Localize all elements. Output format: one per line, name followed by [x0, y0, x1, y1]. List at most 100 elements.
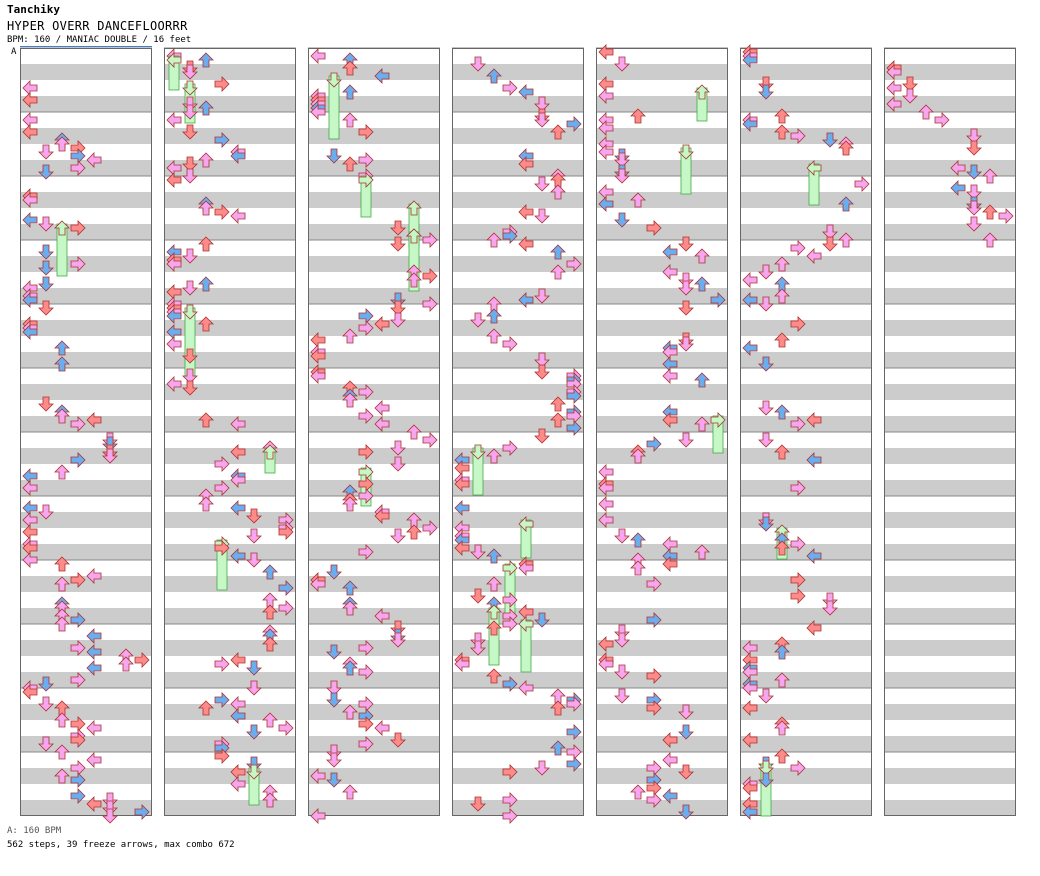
step-arrow — [134, 652, 150, 668]
freeze-head-arrow — [182, 80, 198, 96]
beat-stripe — [884, 512, 1016, 528]
step-arrow — [902, 76, 918, 92]
step-arrow — [614, 624, 630, 640]
step-arrow — [646, 436, 662, 452]
beat-stripe — [452, 544, 584, 560]
beat-stripe — [596, 224, 728, 240]
step-arrow — [566, 256, 582, 272]
step-arrow — [454, 476, 470, 492]
step-arrow — [182, 168, 198, 184]
beat-stripe — [20, 544, 152, 560]
step-arrow — [102, 792, 118, 808]
step-arrow — [198, 100, 214, 116]
step-arrow — [246, 508, 262, 524]
step-arrow — [518, 84, 534, 100]
step-arrow — [742, 340, 758, 356]
step-arrow — [38, 696, 54, 712]
step-arrow — [502, 616, 518, 632]
step-arrow — [374, 416, 390, 432]
step-arrow — [54, 340, 70, 356]
beat-stripe — [596, 768, 728, 784]
step-arrow — [774, 332, 790, 348]
step-arrow — [950, 180, 966, 196]
step-arrow — [278, 580, 294, 596]
step-arrow — [54, 768, 70, 784]
section-marker: A — [11, 47, 17, 57]
step-arrow — [982, 168, 998, 184]
step-arrow — [358, 152, 374, 168]
freeze-head-arrow — [358, 172, 374, 188]
step-arrow — [774, 124, 790, 140]
freeze-head-arrow — [710, 412, 726, 428]
freeze-head-arrow — [518, 616, 534, 632]
beat-stripe — [596, 352, 728, 368]
author-name: Tanchiky — [7, 3, 60, 16]
step-arrow — [534, 364, 550, 380]
step-arrow — [598, 120, 614, 136]
step-arrow — [646, 792, 662, 808]
step-arrow — [630, 560, 646, 576]
step-arrow — [502, 808, 518, 824]
step-arrow — [774, 540, 790, 556]
beat-stripe — [452, 320, 584, 336]
beat-stripe — [884, 64, 1016, 80]
step-arrow — [214, 76, 230, 92]
step-arrow — [598, 196, 614, 212]
beat-stripe — [596, 704, 728, 720]
step-arrow — [486, 328, 502, 344]
chart-column-border — [452, 48, 584, 816]
step-arrow — [406, 524, 422, 540]
step-arrow — [390, 440, 406, 456]
step-arrow — [326, 772, 342, 788]
step-arrow — [470, 312, 486, 328]
step-arrow — [470, 56, 486, 72]
step-arrow — [742, 272, 758, 288]
step-arrow — [518, 680, 534, 696]
step-arrow — [486, 620, 502, 636]
step-arrow — [86, 412, 102, 428]
step-arrow — [486, 576, 502, 592]
beat-stripe — [740, 256, 872, 272]
step-arrow — [630, 784, 646, 800]
step-arrow — [326, 692, 342, 708]
step-arrow — [886, 96, 902, 112]
beat-stripe — [884, 480, 1016, 496]
step-arrow — [326, 644, 342, 660]
step-arrow — [758, 296, 774, 312]
step-arrow — [422, 432, 438, 448]
step-arrow — [838, 140, 854, 156]
beat-stripe — [884, 128, 1016, 144]
step-arrow — [246, 724, 262, 740]
step-arrow — [758, 400, 774, 416]
freeze-head-arrow — [806, 160, 822, 176]
beat-stripe — [164, 160, 296, 176]
bpm-legend: A: 160 BPM — [7, 826, 62, 836]
step-arrow — [262, 636, 278, 652]
step-arrow — [22, 92, 38, 108]
step-arrow — [758, 688, 774, 704]
step-arrow — [758, 264, 774, 280]
step-arrow — [358, 408, 374, 424]
beat-stripe — [452, 352, 584, 368]
step-arrow — [342, 60, 358, 76]
step-arrow — [374, 400, 390, 416]
step-arrow — [918, 104, 934, 120]
step-arrow — [310, 768, 326, 784]
step-arrow — [646, 700, 662, 716]
step-arrow — [358, 488, 374, 504]
step-arrow — [566, 420, 582, 436]
step-arrow — [614, 528, 630, 544]
info-underline — [20, 46, 152, 47]
step-arrow — [678, 280, 694, 296]
step-arrow — [758, 356, 774, 372]
step-arrow — [950, 160, 966, 176]
step-arrow — [406, 272, 422, 288]
beat-stripe — [884, 192, 1016, 208]
step-arrow — [358, 320, 374, 336]
step-arrow — [70, 220, 86, 236]
step-arrow — [422, 268, 438, 284]
step-arrow — [518, 560, 534, 576]
beat-stripe — [164, 512, 296, 528]
step-arrow — [134, 804, 150, 820]
song-title: HYPER OVERR DANCEFLOORRR — [7, 19, 188, 33]
